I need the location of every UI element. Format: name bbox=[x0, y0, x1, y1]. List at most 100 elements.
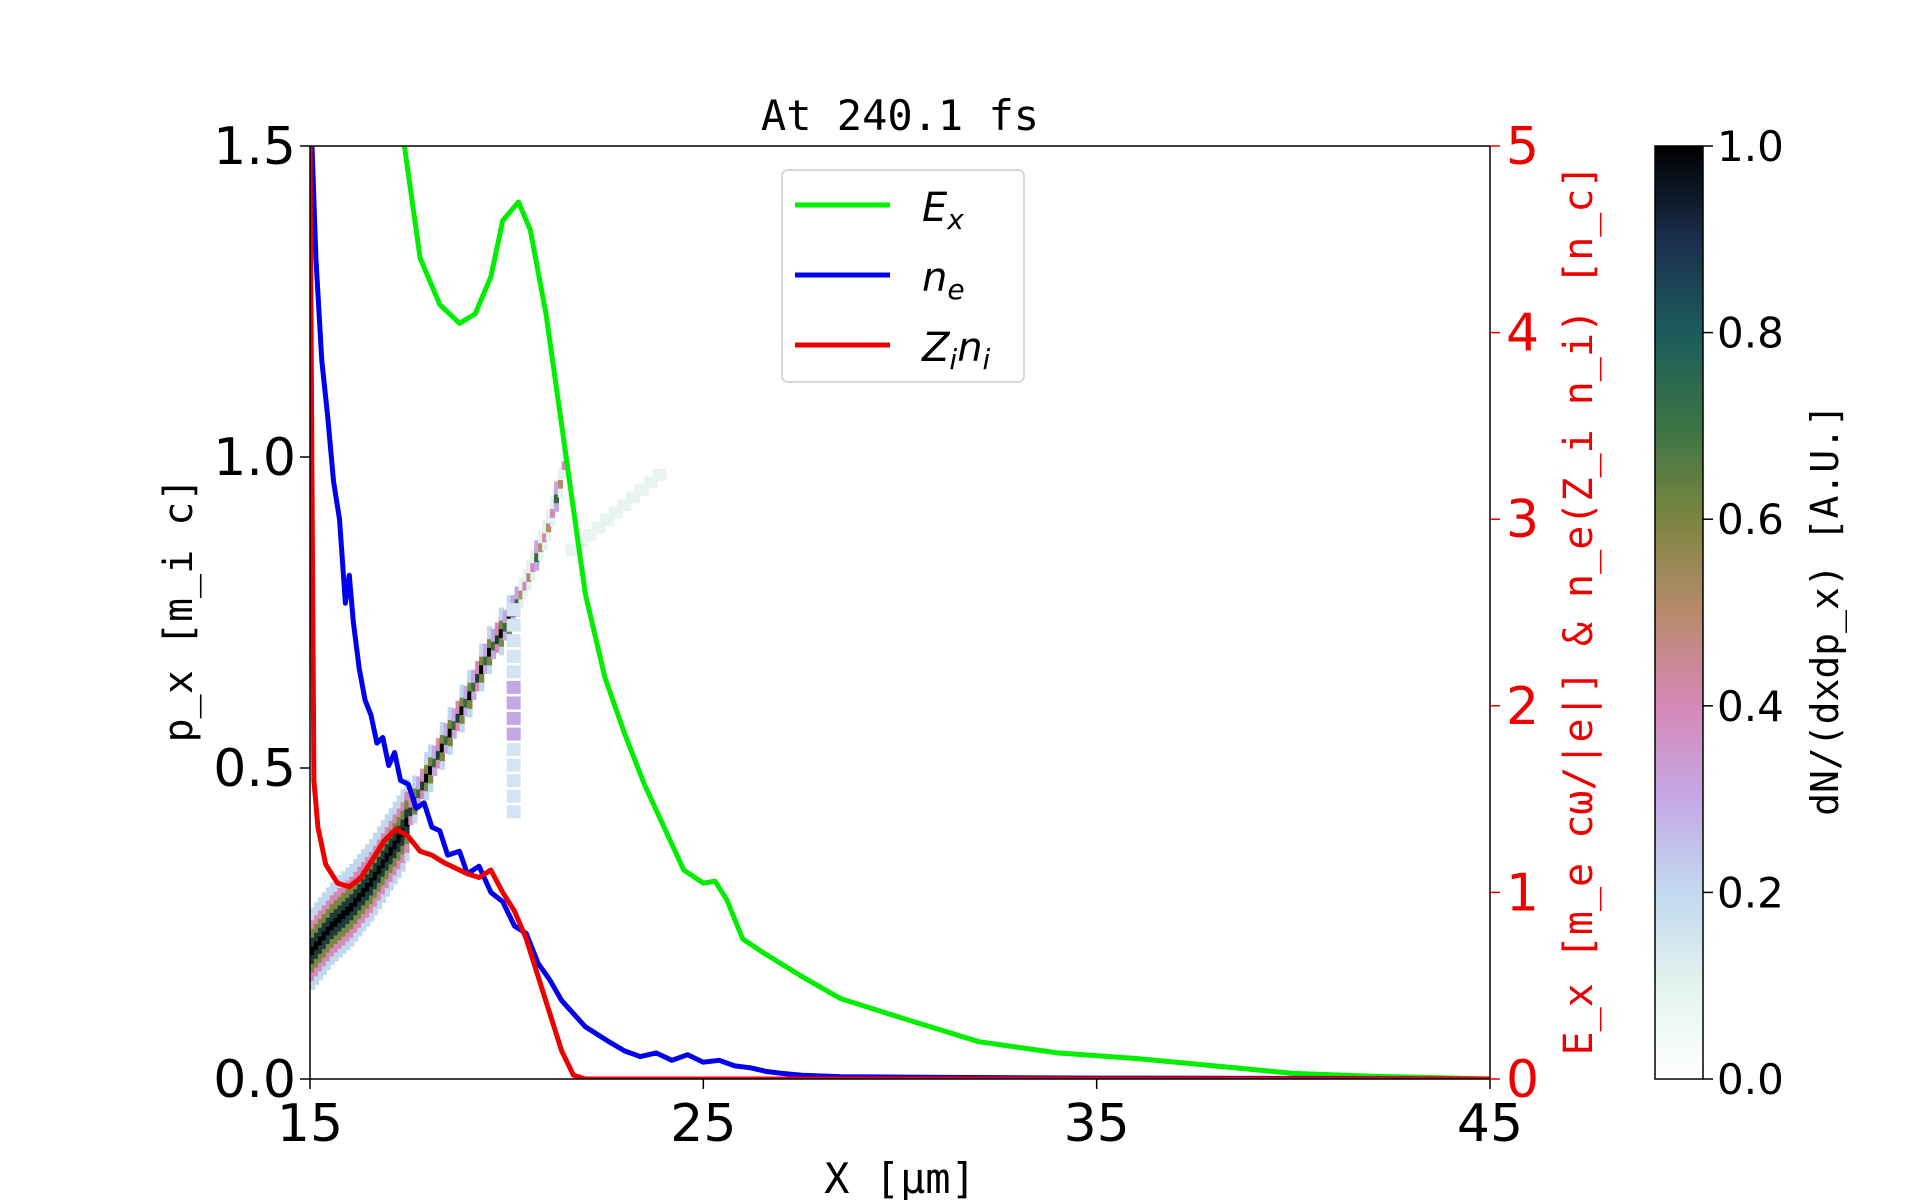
heatmap-cell bbox=[353, 919, 359, 933]
heatmap-cell bbox=[404, 804, 410, 818]
heatmap-cell bbox=[329, 952, 335, 966]
heatmap-cell bbox=[553, 490, 560, 504]
heatmap-cell bbox=[557, 475, 563, 489]
y-left-tick-label: 0.5 bbox=[213, 739, 296, 799]
heatmap-cell bbox=[400, 832, 406, 846]
heatmap-cell bbox=[369, 908, 375, 922]
heatmap-cell bbox=[396, 838, 402, 852]
heatmap-cell bbox=[345, 893, 351, 907]
heatmap-cell bbox=[400, 815, 406, 829]
heatmap-cell bbox=[380, 889, 386, 903]
heatmap-cell bbox=[490, 646, 497, 660]
heatmap-cell bbox=[518, 577, 524, 591]
plot-frame bbox=[309, 145, 1491, 1080]
heatmap-cell bbox=[459, 693, 465, 707]
heatmap-cell bbox=[380, 828, 386, 842]
heatmap-cell bbox=[443, 723, 449, 737]
heatmap-cell bbox=[361, 883, 367, 897]
heatmap-cell bbox=[345, 876, 351, 890]
heatmap-cell bbox=[487, 661, 493, 675]
heatmap-cell bbox=[396, 865, 402, 879]
heatmap-cell bbox=[526, 577, 532, 591]
heatmap-cell bbox=[471, 678, 477, 692]
heatmap-cell bbox=[349, 924, 355, 938]
heatmap-cell bbox=[357, 853, 363, 867]
heatmap-cell bbox=[479, 678, 485, 692]
heatmap-cell bbox=[424, 769, 430, 783]
heatmap-cell bbox=[498, 607, 504, 621]
heatmap-cell bbox=[502, 618, 508, 632]
heatmap-cell bbox=[317, 967, 324, 981]
heatmap-cell bbox=[451, 708, 457, 722]
heatmap-cell bbox=[388, 868, 394, 882]
heatmap-cell bbox=[463, 685, 469, 699]
heatmap-cell bbox=[392, 853, 398, 867]
heatmap-cell bbox=[345, 867, 351, 881]
heatmap-cell bbox=[455, 700, 461, 714]
heatmap-cell bbox=[341, 906, 347, 920]
heatmap-cell bbox=[361, 892, 367, 906]
heatmap-cell bbox=[345, 911, 351, 925]
heatmap-cell bbox=[561, 457, 567, 470]
y-axis-left: 0.0 0.5 1.0 1.5 bbox=[213, 117, 310, 1110]
heatmap-cell bbox=[321, 901, 327, 915]
heatmap-cell bbox=[384, 814, 390, 828]
heatmap-cell bbox=[467, 695, 473, 709]
heatmap-cell bbox=[369, 873, 375, 887]
heatmap-cell bbox=[341, 888, 347, 902]
heatmap-cell bbox=[522, 586, 528, 600]
heatmap-cell bbox=[349, 916, 355, 930]
heatmap-cell bbox=[538, 539, 544, 553]
heatmap-cell bbox=[337, 935, 343, 949]
heatmap-cell bbox=[341, 897, 347, 911]
heatmap-cell bbox=[361, 901, 367, 915]
y-left-tick-label: 1.5 bbox=[213, 117, 296, 177]
heatmap-cell bbox=[313, 911, 320, 925]
heatmap-cell bbox=[467, 687, 473, 701]
heatmap-cell bbox=[388, 842, 394, 856]
heatmap-cell bbox=[329, 899, 335, 913]
heatmap-cell bbox=[313, 945, 320, 959]
heatmap-cell bbox=[439, 748, 445, 762]
heatmap-cell bbox=[333, 930, 339, 944]
heatmap-cell bbox=[345, 884, 351, 898]
heatmap-cell bbox=[420, 777, 426, 791]
heatmap-cell bbox=[349, 889, 355, 903]
heatmap-cell bbox=[310, 907, 316, 921]
heatmap-cell bbox=[337, 909, 343, 923]
heatmap-cell bbox=[506, 603, 521, 617]
y-right-tick-label: 4 bbox=[1506, 304, 1539, 364]
heatmap-cell bbox=[325, 939, 331, 953]
heatmap-cell bbox=[380, 872, 386, 886]
colorbar-tick-label: 0.6 bbox=[1717, 495, 1784, 544]
heatmap-cell bbox=[372, 841, 379, 855]
heatmap-cell bbox=[451, 725, 457, 739]
heatmap-cell bbox=[459, 684, 465, 698]
heatmap-cell bbox=[388, 851, 394, 865]
heatmap-cell bbox=[365, 913, 371, 927]
legend-label: Zini bbox=[921, 325, 991, 376]
heatmap-cell bbox=[487, 643, 493, 657]
heatmap-cell bbox=[412, 775, 418, 789]
heatmap-cell bbox=[329, 891, 335, 905]
legend-box bbox=[781, 169, 1025, 383]
heatmap-cell bbox=[404, 787, 410, 801]
heatmap-cell bbox=[447, 733, 453, 747]
heatmap-cell bbox=[538, 547, 544, 561]
heatmap-cell bbox=[357, 879, 363, 893]
heatmap-cell bbox=[534, 540, 540, 554]
heatmap-cell bbox=[475, 661, 481, 675]
legend-label: Ex bbox=[922, 185, 964, 236]
heatmap-cell bbox=[357, 906, 363, 920]
heatmap-cell bbox=[498, 633, 504, 647]
heatmap-cell bbox=[365, 878, 371, 892]
heatmap-cell bbox=[353, 884, 359, 898]
heatmap-cell bbox=[361, 909, 367, 923]
heatmap-cell bbox=[333, 939, 339, 953]
heatmap-cell bbox=[341, 940, 347, 954]
heatmap-cell bbox=[365, 896, 371, 910]
heatmap-cell bbox=[349, 863, 355, 877]
y-left-tick-label: 0.0 bbox=[213, 1050, 296, 1110]
heatmap-cell bbox=[463, 703, 469, 717]
heatmap-cell bbox=[526, 568, 532, 582]
